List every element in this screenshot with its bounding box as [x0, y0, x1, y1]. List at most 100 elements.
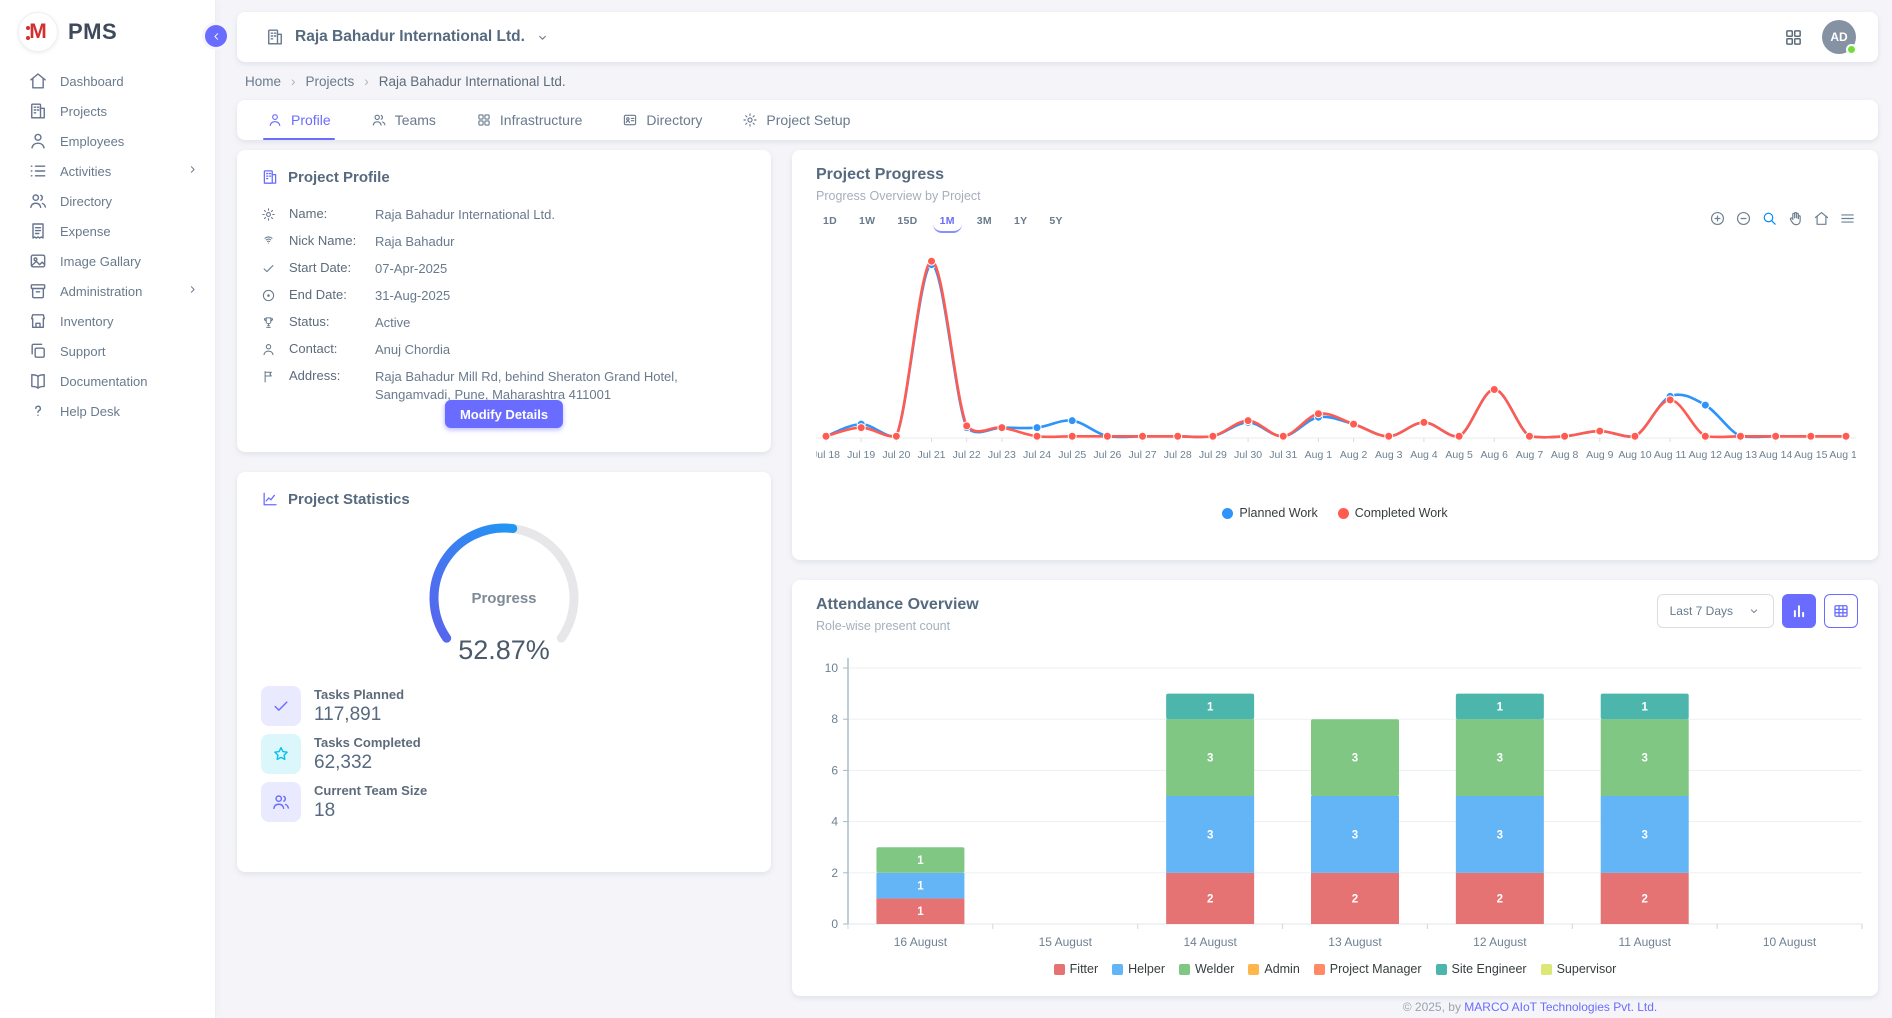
- legend-planned-work[interactable]: Planned Work: [1222, 506, 1317, 520]
- toolbar-plus-circle-button[interactable]: [1709, 210, 1726, 227]
- sidebar-item-support[interactable]: Support: [0, 336, 215, 366]
- legend-welder[interactable]: Welder: [1179, 962, 1234, 976]
- home-icon: [28, 71, 48, 91]
- svg-text:Jul 30: Jul 30: [1234, 449, 1262, 461]
- breadcrumb-home[interactable]: Home: [245, 74, 281, 89]
- tab-label: Infrastructure: [500, 112, 582, 128]
- brand-name: PMS: [68, 19, 117, 45]
- svg-text:Jul 21: Jul 21: [918, 449, 946, 461]
- range-button-1y[interactable]: 1Y: [1007, 212, 1034, 233]
- range-button-15d[interactable]: 15D: [890, 212, 924, 233]
- tab-teams[interactable]: Teams: [371, 100, 436, 140]
- minus-circle-icon: [1735, 210, 1752, 227]
- svg-text:10: 10: [825, 661, 839, 675]
- sidebar-collapse-button[interactable]: [205, 25, 227, 47]
- field-value: Active: [375, 314, 410, 332]
- svg-text:Aug 7: Aug 7: [1516, 449, 1544, 461]
- sidebar-item-label: Image Gallary: [60, 254, 141, 269]
- project-statistics-title: Project Statistics: [261, 490, 747, 508]
- toolbar-zoom-button[interactable]: [1761, 210, 1778, 227]
- toolbar-menu-button[interactable]: [1839, 210, 1856, 227]
- tab-label: Directory: [646, 112, 702, 128]
- svg-text:2: 2: [1352, 893, 1358, 905]
- sidebar-item-help-desk[interactable]: Help Desk: [0, 396, 215, 426]
- sidebar-item-administration[interactable]: Administration: [0, 276, 215, 306]
- stat-label: Tasks Completed: [314, 734, 421, 750]
- svg-text:1: 1: [1497, 701, 1504, 713]
- stat-icon-box: [261, 734, 301, 774]
- sidebar-item-dashboard[interactable]: Dashboard: [0, 66, 215, 96]
- toolbar-home-button[interactable]: [1813, 210, 1830, 227]
- svg-text:Jul 20: Jul 20: [882, 449, 910, 461]
- legend-completed-work[interactable]: Completed Work: [1338, 506, 1448, 520]
- svg-text:Aug 2: Aug 2: [1340, 449, 1368, 461]
- company-selector[interactable]: Raja Bahadur International Ltd.: [265, 27, 550, 47]
- range-selector: 1D 1W 15D 1M 3M 1Y 5Y: [816, 212, 1070, 233]
- field-label: Nick Name:: [289, 233, 375, 248]
- sidebar-item-expense[interactable]: Expense: [0, 216, 215, 246]
- legend-fitter[interactable]: Fitter: [1054, 962, 1098, 976]
- breadcrumb-raja-bahadur-international-ltd: Raja Bahadur International Ltd.: [379, 74, 566, 89]
- legend-supervisor[interactable]: Supervisor: [1541, 962, 1617, 976]
- tab-infrastructure[interactable]: Infrastructure: [476, 100, 582, 140]
- legend-label: Welder: [1195, 962, 1234, 976]
- legend-marker: [1248, 964, 1259, 975]
- svg-text:Aug 14: Aug 14: [1759, 449, 1792, 461]
- legend-admin[interactable]: Admin: [1248, 962, 1299, 976]
- home-icon: [1813, 210, 1830, 227]
- profile-field-nick-name: Nick Name:Raja Bahadur: [261, 233, 747, 260]
- table-icon: [1832, 602, 1850, 620]
- svg-text:10 August: 10 August: [1763, 935, 1817, 949]
- legend-label: Helper: [1128, 962, 1165, 976]
- list-icon: [28, 161, 48, 181]
- sidebar-item-inventory[interactable]: Inventory: [0, 306, 215, 336]
- svg-text:4: 4: [831, 815, 838, 829]
- avatar[interactable]: AD: [1822, 20, 1856, 54]
- bar-chart-svg[interactable]: 024681011116 August15 August233114 Augus…: [820, 644, 1868, 954]
- tab-project-setup[interactable]: Project Setup: [742, 100, 850, 140]
- svg-text:Aug 6: Aug 6: [1481, 449, 1509, 461]
- date-range-dropdown[interactable]: Last 7 Days: [1657, 594, 1774, 628]
- table-view-toggle-button[interactable]: [1824, 594, 1858, 628]
- project-progress-title: Project Progress: [816, 166, 1854, 184]
- app-root: M PMS DashboardProjectsEmployeesActiviti…: [0, 0, 1892, 1018]
- field-value: 07-Apr-2025: [375, 260, 447, 278]
- range-button-1m[interactable]: 1M: [933, 212, 962, 233]
- legend-site-engineer[interactable]: Site Engineer: [1436, 962, 1527, 976]
- legend-project-manager[interactable]: Project Manager: [1314, 962, 1422, 976]
- toolbar-hand-button[interactable]: [1787, 210, 1804, 227]
- sidebar-item-directory[interactable]: Directory: [0, 186, 215, 216]
- tab-directory[interactable]: Directory: [622, 100, 702, 140]
- sidebar-item-projects[interactable]: Projects: [0, 96, 215, 126]
- grid-icon: [1783, 27, 1804, 48]
- footer-copyright: © 2025, by: [1403, 1000, 1465, 1014]
- modify-details-button[interactable]: Modify Details: [445, 400, 563, 428]
- range-button-5y[interactable]: 5Y: [1042, 212, 1069, 233]
- chevron-down-icon: [1747, 604, 1761, 618]
- range-button-1d[interactable]: 1D: [816, 212, 844, 233]
- sidebar-item-activities[interactable]: Activities: [0, 156, 215, 186]
- tab-profile[interactable]: Profile: [267, 100, 331, 140]
- project-statistics-title-text: Project Statistics: [288, 491, 410, 508]
- svg-text:3: 3: [1497, 753, 1503, 765]
- breadcrumb-projects[interactable]: Projects: [306, 74, 355, 89]
- people-icon: [371, 112, 387, 128]
- footer-company-link[interactable]: MARCO AIoT Technologies Pvt. Ltd.: [1464, 1000, 1657, 1014]
- attendance-controls: Last 7 Days: [1657, 594, 1858, 628]
- toolbar-minus-circle-button[interactable]: [1735, 210, 1752, 227]
- line-chart-svg[interactable]: Jul 18Jul 19Jul 20Jul 21Jul 22Jul 23Jul …: [816, 242, 1856, 482]
- bar-view-toggle-button[interactable]: [1782, 594, 1816, 628]
- svg-text:15 August: 15 August: [1039, 935, 1093, 949]
- range-button-3m[interactable]: 3M: [970, 212, 999, 233]
- range-button-1w[interactable]: 1W: [852, 212, 882, 233]
- fingerprint-icon: [261, 234, 276, 249]
- svg-text:8: 8: [831, 712, 838, 726]
- legend-helper[interactable]: Helper: [1112, 962, 1165, 976]
- apps-grid-button[interactable]: [1783, 27, 1804, 48]
- svg-text:Aug 4: Aug 4: [1410, 449, 1438, 461]
- grid-icon: [476, 112, 492, 128]
- sidebar-item-image-gallary[interactable]: Image Gallary: [0, 246, 215, 276]
- sidebar-item-employees[interactable]: Employees: [0, 126, 215, 156]
- sidebar-item-documentation[interactable]: Documentation: [0, 366, 215, 396]
- breadcrumb-separator: ›: [291, 74, 296, 89]
